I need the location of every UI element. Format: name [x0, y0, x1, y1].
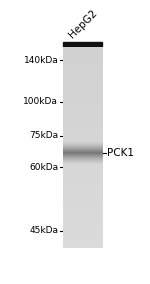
Text: 100kDa: 100kDa	[23, 97, 58, 106]
Bar	[63, 42, 102, 46]
Text: HepG2: HepG2	[67, 7, 99, 39]
Text: PCK1: PCK1	[107, 148, 134, 158]
Text: 140kDa: 140kDa	[24, 56, 58, 65]
Text: 75kDa: 75kDa	[29, 131, 58, 140]
Text: 45kDa: 45kDa	[29, 226, 58, 235]
Text: 60kDa: 60kDa	[29, 163, 58, 172]
